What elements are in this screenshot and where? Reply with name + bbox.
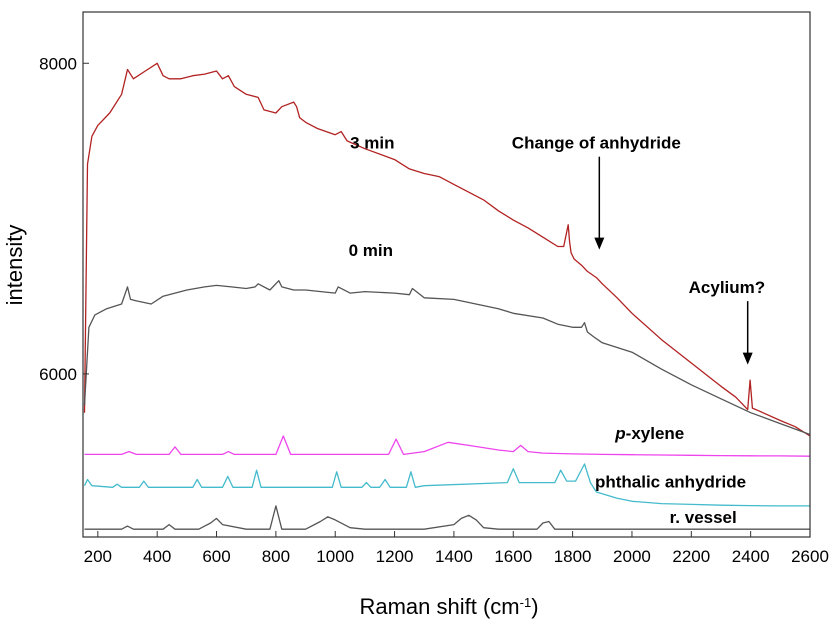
y-tick-label: 8000: [39, 54, 77, 73]
x-tick-label: 400: [143, 547, 171, 566]
annotation-change-of-anhydride: Change of anhydride: [512, 134, 681, 153]
x-axis-title-main: Raman shift (cm: [359, 594, 519, 619]
series-line-r-vessel: [84, 505, 810, 530]
x-tick-label: 2600: [791, 547, 829, 566]
y-axis-title: intensity: [2, 225, 27, 306]
x-tick-label: 2000: [613, 547, 651, 566]
ticks-layer: 200 400 600 800 1000 1200 1400 1600 1800 2000 2200…: [39, 54, 829, 566]
x-tick-label: 600: [202, 547, 230, 566]
x-axis-title-superscript: -1: [520, 595, 532, 610]
x-tick-label: 1600: [494, 547, 532, 566]
annotation-3-min: 3 min: [350, 134, 394, 153]
annotation-p-xylene: p-xylene: [614, 424, 684, 443]
annotation-0-min: 0 min: [349, 241, 393, 260]
x-tick-label: 1000: [316, 547, 354, 566]
series-line-phthalic-anhydride: [83, 463, 810, 507]
plot-frame: [82, 11, 811, 538]
x-tick-label: 800: [262, 547, 290, 566]
series-layer: [83, 62, 811, 530]
y-tick-label: 6000: [39, 365, 77, 384]
annotation-layer: 3 min 0 min Change of anhydride Acylium? p-x…: [349, 134, 766, 527]
x-tick-label: 2200: [672, 547, 710, 566]
annotation-acylium-arrow-head: [742, 352, 753, 365]
x-tick-label: 1800: [554, 547, 592, 566]
series-line-3-min: [83, 62, 811, 437]
annotation-acylium: Acylium?: [689, 278, 766, 297]
series-line-0-min: [83, 280, 811, 436]
series-line-p-xylene: [84, 435, 811, 457]
x-axis-title-close: ): [531, 594, 538, 619]
x-tick-label: 200: [84, 547, 112, 566]
annotation-phthalic-anhydride: phthalic anhydride: [595, 472, 746, 491]
annotation-change-of-anhydride-arrow-head: [594, 237, 605, 250]
annotation-r-vessel: r. vessel: [670, 508, 737, 527]
x-axis-title: Raman shift (cm-1): [359, 594, 538, 619]
x-tick-label: 1200: [376, 547, 414, 566]
x-tick-label: 2400: [732, 547, 770, 566]
x-tick-label: 1400: [435, 547, 473, 566]
